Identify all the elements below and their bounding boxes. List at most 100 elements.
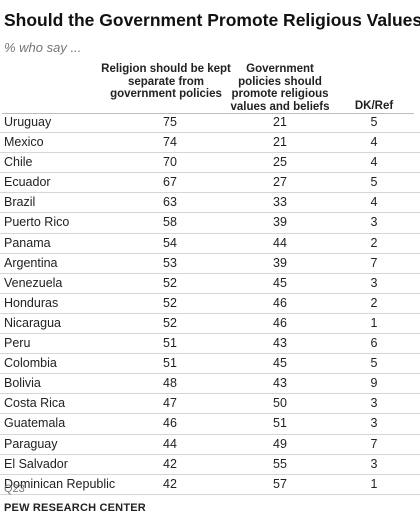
value-promote: 50: [273, 396, 287, 411]
country-label: Dominican Republic: [4, 476, 116, 491]
column-header-separate: Religion should be kept separate from go…: [101, 63, 231, 100]
country-label: Brazil: [4, 195, 36, 210]
value-promote: 33: [273, 195, 287, 210]
value-promote: 45: [273, 275, 287, 290]
chart-subtitle: % who say ...: [4, 40, 82, 55]
country-label: El Salvador: [4, 456, 68, 471]
value-dk-ref: 5: [370, 356, 378, 371]
value-dk-ref: 4: [370, 195, 378, 210]
table-row: Bolivia 48 43 9: [0, 374, 420, 395]
value-separate: 42: [163, 476, 177, 491]
chart-title: Should the Government Promote Religious …: [4, 10, 420, 30]
value-promote: 21: [273, 115, 287, 129]
country-label: Mexico: [4, 135, 44, 150]
column-header-dk-ref: DK/Ref: [354, 100, 394, 112]
table-row: Puerto Rico 58 39 3: [0, 213, 420, 234]
country-label: Honduras: [4, 295, 59, 310]
value-promote: 46: [273, 315, 287, 330]
value-dk-ref: 2: [370, 235, 378, 250]
value-promote: 43: [273, 336, 287, 351]
value-dk-ref: 6: [370, 336, 378, 351]
table-row: Chile 70 25 4: [0, 153, 420, 174]
value-dk-ref: 3: [370, 396, 378, 411]
value-separate: 53: [163, 255, 177, 270]
value-dk-ref: 1: [370, 476, 378, 491]
value-promote: 57: [273, 476, 287, 491]
table-row: Uruguay 75 21 5: [0, 113, 420, 134]
value-separate: 44: [163, 436, 177, 451]
country-label: Venezuela: [4, 275, 63, 290]
value-promote: 46: [273, 295, 287, 310]
value-separate: 52: [163, 275, 177, 290]
value-promote: 51: [273, 416, 287, 431]
country-label: Paraguay: [4, 436, 58, 451]
header-divider: [2, 113, 414, 114]
country-label: Costa Rica: [4, 396, 66, 411]
value-separate: 51: [163, 336, 177, 351]
table-row: Ecuador 67 27 5: [0, 173, 420, 194]
country-label: Nicaragua: [4, 315, 61, 330]
value-separate: 70: [163, 155, 177, 170]
table-row: Guatemala 46 51 3: [0, 414, 420, 435]
value-promote: 49: [273, 436, 287, 451]
value-separate: 67: [163, 175, 177, 190]
country-label: Peru: [4, 336, 31, 351]
table-row: Costa Rica 47 50 3: [0, 394, 420, 415]
country-label: Chile: [4, 155, 33, 170]
country-label: Panama: [4, 235, 51, 250]
value-dk-ref: 3: [370, 456, 378, 471]
value-dk-ref: 5: [370, 175, 378, 190]
table-row: El Salvador 42 55 3: [0, 455, 420, 475]
value-separate: 47: [163, 396, 177, 411]
table-row: Dominican Republic 42 57 1: [0, 475, 420, 495]
value-dk-ref: 4: [370, 135, 378, 150]
value-dk-ref: 3: [370, 215, 378, 230]
country-label: Uruguay: [4, 115, 52, 129]
value-promote: 44: [273, 235, 287, 250]
table-row: Peru 51 43 6: [0, 334, 420, 355]
value-promote: 45: [273, 356, 287, 371]
value-promote: 39: [273, 215, 287, 230]
value-promote: 43: [273, 376, 287, 391]
value-separate: 54: [163, 235, 177, 250]
value-promote: 25: [273, 155, 287, 170]
value-separate: 58: [163, 215, 177, 230]
value-separate: 51: [163, 356, 177, 371]
value-dk-ref: 1: [370, 315, 378, 330]
value-separate: 74: [163, 135, 177, 150]
value-separate: 48: [163, 376, 177, 391]
value-dk-ref: 7: [370, 255, 378, 270]
value-separate: 52: [163, 295, 177, 310]
country-label: Guatemala: [4, 416, 66, 431]
value-dk-ref: 3: [370, 416, 378, 431]
table-row: Panama 54 44 2: [0, 234, 420, 254]
table-row: Venezuela 52 45 3: [0, 274, 420, 294]
table-row: Honduras 52 46 2: [0, 294, 420, 314]
country-label: Ecuador: [4, 175, 51, 190]
table-row: Colombia 51 45 5: [0, 354, 420, 375]
country-label: Puerto Rico: [4, 215, 70, 230]
value-dk-ref: 4: [370, 155, 378, 170]
value-separate: 75: [163, 115, 177, 129]
value-separate: 63: [163, 195, 177, 210]
value-promote: 39: [273, 255, 287, 270]
value-dk-ref: 2: [370, 295, 378, 310]
country-label: Argentina: [4, 255, 58, 270]
table-body: Uruguay 75 21 5 Mexico 74 21 4 Chile 70 25 4 Ecuador…: [0, 113, 420, 495]
question-note: Q23: [4, 483, 25, 495]
value-promote: 21: [273, 135, 287, 150]
value-promote: 27: [273, 175, 287, 190]
column-header-promote: Government policies should promote relig…: [230, 63, 330, 113]
table-row: Argentina 53 39 7: [0, 254, 420, 274]
country-label: Bolivia: [4, 376, 41, 391]
value-dk-ref: 7: [370, 436, 378, 451]
table-row: Nicaragua 52 46 1: [0, 314, 420, 335]
value-separate: 46: [163, 416, 177, 431]
value-promote: 55: [273, 456, 287, 471]
country-label: Colombia: [4, 356, 57, 371]
value-dk-ref: 3: [370, 275, 378, 290]
value-separate: 52: [163, 315, 177, 330]
table-row: Brazil 63 33 4: [0, 193, 420, 214]
source-label: PEW RESEARCH CENTER: [4, 502, 146, 514]
